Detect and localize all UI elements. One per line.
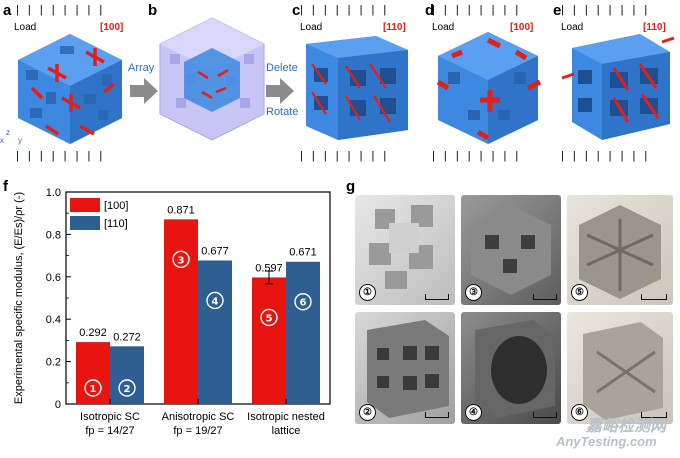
- y-tick-label: 0.2: [46, 357, 61, 369]
- legend-swatch-0: [70, 198, 100, 212]
- y-tick-label: 1.0: [46, 187, 61, 199]
- bar-marker-label: 6: [300, 298, 307, 309]
- direction-label-c: [110]: [383, 22, 406, 33]
- lattice-cube-c: [306, 36, 408, 140]
- bar-marker-circle: [172, 250, 190, 269]
- bar-marker-label: 2: [124, 384, 131, 395]
- lattice-cube-e: [561, 34, 675, 140]
- load-ticks-bottom-e: | | | | | | | |: [561, 150, 651, 162]
- bar-110-1: [198, 260, 232, 404]
- bar-100-0: [76, 342, 110, 404]
- arrow-delete-rotate-icon: [266, 78, 294, 104]
- photo-3: [461, 195, 561, 305]
- y-axis-label: Experimental specific modulus, (E/Es)/ρr…: [13, 192, 25, 404]
- bar-value-label: 0.871: [167, 204, 195, 216]
- rotate-label: Rotate: [266, 106, 299, 118]
- bar-marker-circle: [118, 379, 136, 397]
- photo-number-4: ④: [465, 404, 482, 421]
- y-tick-label: 0.6: [46, 272, 61, 284]
- scale-bar-1: [425, 294, 449, 300]
- axis-z-label: z: [6, 128, 10, 137]
- photo-number-2: ②: [359, 404, 376, 421]
- load-label-d: Load: [432, 22, 455, 33]
- bar-marker-circle: [294, 293, 312, 311]
- bar-marker-label: 5: [266, 313, 273, 324]
- bar-110-0: [110, 346, 144, 404]
- y-tick-label: 0.4: [46, 314, 61, 326]
- y-tick-label: 0: [55, 399, 61, 411]
- load-ticks-bottom-d: | | | | | | | |: [432, 150, 522, 162]
- bar-marker-label: 4: [212, 296, 219, 307]
- lattice-cube-d: [436, 32, 542, 144]
- photo-number-6: ⑥: [571, 404, 588, 421]
- bar-marker-label: 1: [90, 384, 97, 395]
- direction-label-d: [100]: [510, 22, 534, 33]
- lattice-cube-a: [18, 34, 122, 144]
- legend-label-0: [100]: [104, 200, 128, 212]
- lattice-array-b: [159, 17, 265, 141]
- scale-bar-6: [641, 412, 667, 418]
- bar-value-label: 0.671: [289, 247, 317, 259]
- y-tick-label: 0.8: [46, 229, 61, 241]
- bar-marker-label: 3: [178, 255, 185, 266]
- bar-value-label: 0.597: [255, 262, 283, 274]
- photo-2: [355, 312, 455, 424]
- bar-100-2: [252, 277, 286, 404]
- category-sublabel: fp = 14/27: [85, 425, 134, 437]
- bar-marker-circle: [206, 291, 224, 310]
- arrow-array-icon: [130, 78, 158, 104]
- legend-swatch-1: [70, 216, 100, 230]
- bar-110-2: [286, 261, 320, 404]
- panel-label-d: d: [425, 2, 435, 19]
- direction-label-a: [100]: [100, 22, 124, 33]
- panel-label-f: f: [3, 178, 8, 195]
- load-ticks-top-e: | | | | | | | |: [561, 4, 651, 16]
- load-ticks-top-a: | | | | | | | |: [16, 4, 106, 16]
- category-label: Isotropic SC: [80, 411, 140, 423]
- bar-value-label: 0.272: [113, 331, 141, 343]
- bar-value-label: 0.677: [201, 245, 229, 257]
- bar-marker-circle: [260, 308, 278, 327]
- photo-4: [461, 312, 561, 424]
- direction-label-e: [110]: [643, 22, 666, 33]
- bar-chart: 0 0.2 0.4 0.6 0.8 1.0 Experimental specific mo…: [13, 187, 331, 437]
- load-ticks-bottom-a: | | | | | | | |: [16, 150, 106, 162]
- panel-label-b: b: [148, 2, 158, 19]
- bar-marker-circle: [84, 379, 102, 397]
- load-label-c: Load: [300, 22, 323, 33]
- axis-y-label: y: [18, 136, 22, 145]
- watermark-cn: 嘉峪检测网: [586, 418, 667, 435]
- category-label: Anisotropic SC: [162, 411, 235, 423]
- load-label-a: Load: [14, 22, 37, 33]
- legend-label-1: [110]: [104, 218, 128, 230]
- axis-x-label: x: [0, 136, 4, 145]
- panel-label-e: e: [553, 2, 562, 19]
- load-ticks-bottom-c: | | | | | | | |: [300, 150, 390, 162]
- photo-number-3: ③: [465, 284, 482, 301]
- load-ticks-top-c: | | | | | | | |: [300, 4, 390, 16]
- category-label: Isotropic nested: [247, 411, 325, 423]
- photo-number-1: ①: [359, 284, 376, 301]
- watermark-en: AnyTesting.com: [556, 434, 657, 449]
- scale-bar-3: [533, 294, 557, 300]
- panel-label-c: c: [292, 2, 301, 19]
- category-sublabel: lattice: [272, 425, 301, 437]
- scale-bar-5: [641, 294, 667, 300]
- scale-bar-4: [533, 412, 557, 418]
- load-ticks-top-d: | | | | | | | |: [432, 4, 522, 16]
- photo-5: [567, 195, 673, 305]
- photo-number-5: ⑤: [571, 284, 588, 301]
- panel-label-a: a: [3, 2, 12, 19]
- photo-1: [355, 195, 455, 305]
- bar-100-1: [164, 219, 198, 404]
- panel-label-g: g: [346, 178, 356, 195]
- category-sublabel: fp = 19/27: [173, 425, 222, 437]
- load-label-e: Load: [561, 22, 584, 33]
- scale-bar-2: [425, 412, 449, 418]
- delete-label: Delete: [266, 62, 298, 74]
- array-label: Array: [128, 62, 155, 74]
- bar-value-label: 0.292: [79, 327, 107, 339]
